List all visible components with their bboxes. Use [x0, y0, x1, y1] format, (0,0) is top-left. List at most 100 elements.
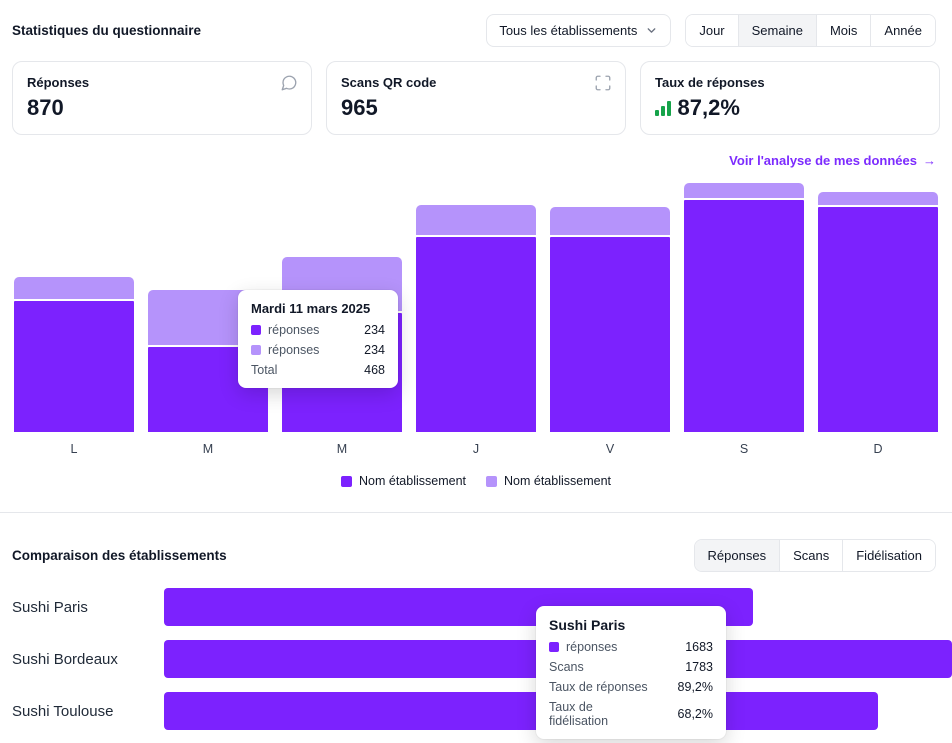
tooltip-row-label: Scans — [549, 660, 584, 674]
stat-value: 965 — [341, 95, 378, 120]
bar-segment-dark[interactable] — [684, 200, 804, 432]
establishment-label: Sushi Paris — [12, 598, 88, 616]
bar-segment-light[interactable] — [550, 207, 670, 235]
tooltip-row-label: Taux de fidélisation — [549, 700, 609, 728]
bar-segment-dark[interactable] — [14, 301, 134, 432]
tooltip-row: réponses 1683 — [549, 640, 713, 654]
stats-header: Statistiques du questionnaire Tous les é… — [0, 0, 952, 55]
legend-label: Nom établissement — [504, 474, 611, 488]
comparison-tab-fidelisation[interactable]: Fidélisation — [842, 540, 935, 571]
period-tab-group: Jour Semaine Mois Année — [685, 14, 936, 47]
tooltip-swatch — [549, 642, 559, 652]
x-axis-label: J — [472, 442, 480, 456]
bar-column[interactable] — [14, 182, 134, 432]
mini-bar-chart-icon — [655, 100, 671, 116]
period-tab-semaine[interactable]: Semaine — [737, 15, 816, 46]
chart-legend: Nom établissement Nom établissement — [0, 456, 952, 508]
page-title: Statistiques du questionnaire — [12, 23, 202, 38]
tooltip-row: Scans 1783 — [549, 660, 713, 674]
tooltip-row-value: 1683 — [685, 640, 713, 654]
tooltip-row-label: réponses — [566, 640, 618, 654]
stat-label: Réponses — [27, 75, 90, 90]
x-axis-label: S — [739, 442, 749, 456]
analysis-link-label: Voir l'analyse de mes données — [729, 153, 917, 168]
arrow-right-icon: → — [923, 153, 936, 168]
comparison-header: Comparaison des établissements Réponses S… — [0, 513, 952, 588]
comparison-tab-group: Réponses Scans Fidélisation — [693, 539, 936, 572]
legend-item: Nom établissement — [486, 474, 611, 488]
bar-segment-light[interactable] — [416, 205, 536, 235]
analysis-link-row: Voir l'analyse de mes données → — [0, 135, 952, 172]
bar-column[interactable] — [416, 182, 536, 432]
x-axis-label: L — [70, 442, 78, 456]
tooltip-row-label: Taux de réponses — [549, 680, 648, 694]
x-axis-label: M — [336, 442, 348, 456]
legend-item: Nom établissement — [341, 474, 466, 488]
tooltip-row-value: 89,2% — [677, 680, 713, 694]
stat-value-text: 87,2% — [677, 95, 740, 120]
tooltip-row-value: 68,2% — [677, 707, 713, 721]
bar-column[interactable] — [818, 182, 938, 432]
establishment-filter-dropdown[interactable]: Tous les établissements — [486, 14, 672, 47]
comparison-tab-reponses[interactable]: Réponses — [694, 540, 780, 571]
chevron-down-icon — [645, 24, 658, 37]
stat-cards-row: Réponses 870 Scans QR code 965 Taux de r… — [0, 55, 952, 135]
stat-label: Taux de réponses — [655, 75, 765, 90]
tooltip-row-value: 1783 — [685, 660, 713, 674]
tooltip-row: Taux de réponses 89,2% — [549, 680, 713, 694]
stat-card-scans[interactable]: Scans QR code 965 — [326, 61, 626, 135]
x-axis-label: V — [605, 442, 615, 456]
tooltip-swatch — [251, 345, 261, 355]
comparison-chart: Sushi Paris Sushi Bordeaux Sushi Toulouse … — [0, 588, 952, 739]
period-tab-jour[interactable]: Jour — [686, 15, 738, 46]
comparison-row: Sushi Toulouse — [12, 692, 952, 730]
tooltip-swatch — [251, 325, 261, 335]
tooltip-row: réponses 234 — [251, 323, 385, 337]
bar-segment-light[interactable] — [14, 277, 134, 299]
stat-card-response-rate[interactable]: Taux de réponses 87,2% — [640, 61, 940, 135]
stat-label: Scans QR code — [341, 75, 437, 90]
bar-column[interactable] — [550, 182, 670, 432]
comparison-row: Sushi Bordeaux — [12, 640, 952, 678]
tooltip-row-value: 234 — [364, 323, 385, 337]
comparison-tab-scans[interactable]: Scans — [779, 540, 843, 571]
stat-value: 87,2% — [655, 95, 925, 121]
tooltip-row-label: réponses — [268, 323, 320, 337]
header-controls: Tous les établissements Jour Semaine Mois A… — [486, 14, 936, 47]
stat-card-responses[interactable]: Réponses 870 — [12, 61, 312, 135]
x-axis-label: M — [202, 442, 214, 456]
bar-segment-light[interactable] — [684, 183, 804, 198]
stat-value: 870 — [27, 95, 64, 120]
analysis-link[interactable]: Voir l'analyse de mes données → — [729, 153, 936, 168]
tooltip-row-label: réponses — [268, 343, 320, 357]
period-tab-annee[interactable]: Année — [870, 15, 935, 46]
bar-segment-light[interactable] — [818, 192, 938, 205]
legend-swatch — [486, 475, 497, 487]
section-divider — [0, 512, 952, 513]
tooltip-row: réponses 234 — [251, 343, 385, 357]
establishment-label: Sushi Toulouse — [12, 702, 114, 720]
period-tab-mois[interactable]: Mois — [815, 15, 871, 46]
legend-label: Nom établissement — [359, 474, 466, 488]
weekly-chart: Mardi 11 mars 2025 réponses 234 réponses 23… — [0, 172, 952, 432]
bar-segment-dark[interactable] — [818, 207, 938, 432]
establishment-filter-label: Tous les établissements — [499, 23, 638, 38]
weekly-chart-tooltip: Mardi 11 mars 2025 réponses 234 réponses 23… — [238, 290, 398, 388]
chat-bubble-icon — [280, 74, 298, 92]
x-axis-label: D — [873, 442, 883, 456]
bar-segment-dark[interactable] — [550, 237, 670, 432]
tooltip-row: Taux de fidélisation 68,2% — [549, 700, 713, 728]
tooltip-row-label: Total — [251, 363, 278, 377]
tooltip-title: Mardi 11 mars 2025 — [251, 301, 371, 316]
comparison-row: Sushi Paris — [12, 588, 952, 626]
weekly-chart-bars — [14, 182, 938, 432]
bar-segment-dark[interactable] — [416, 237, 536, 432]
qr-scan-icon — [594, 74, 612, 92]
horizontal-bar[interactable] — [164, 692, 879, 730]
bar-column[interactable] — [684, 182, 804, 432]
tooltip-row-value: 234 — [364, 343, 385, 357]
bar-track — [164, 692, 952, 730]
tooltip-row-value: 468 — [364, 363, 385, 377]
